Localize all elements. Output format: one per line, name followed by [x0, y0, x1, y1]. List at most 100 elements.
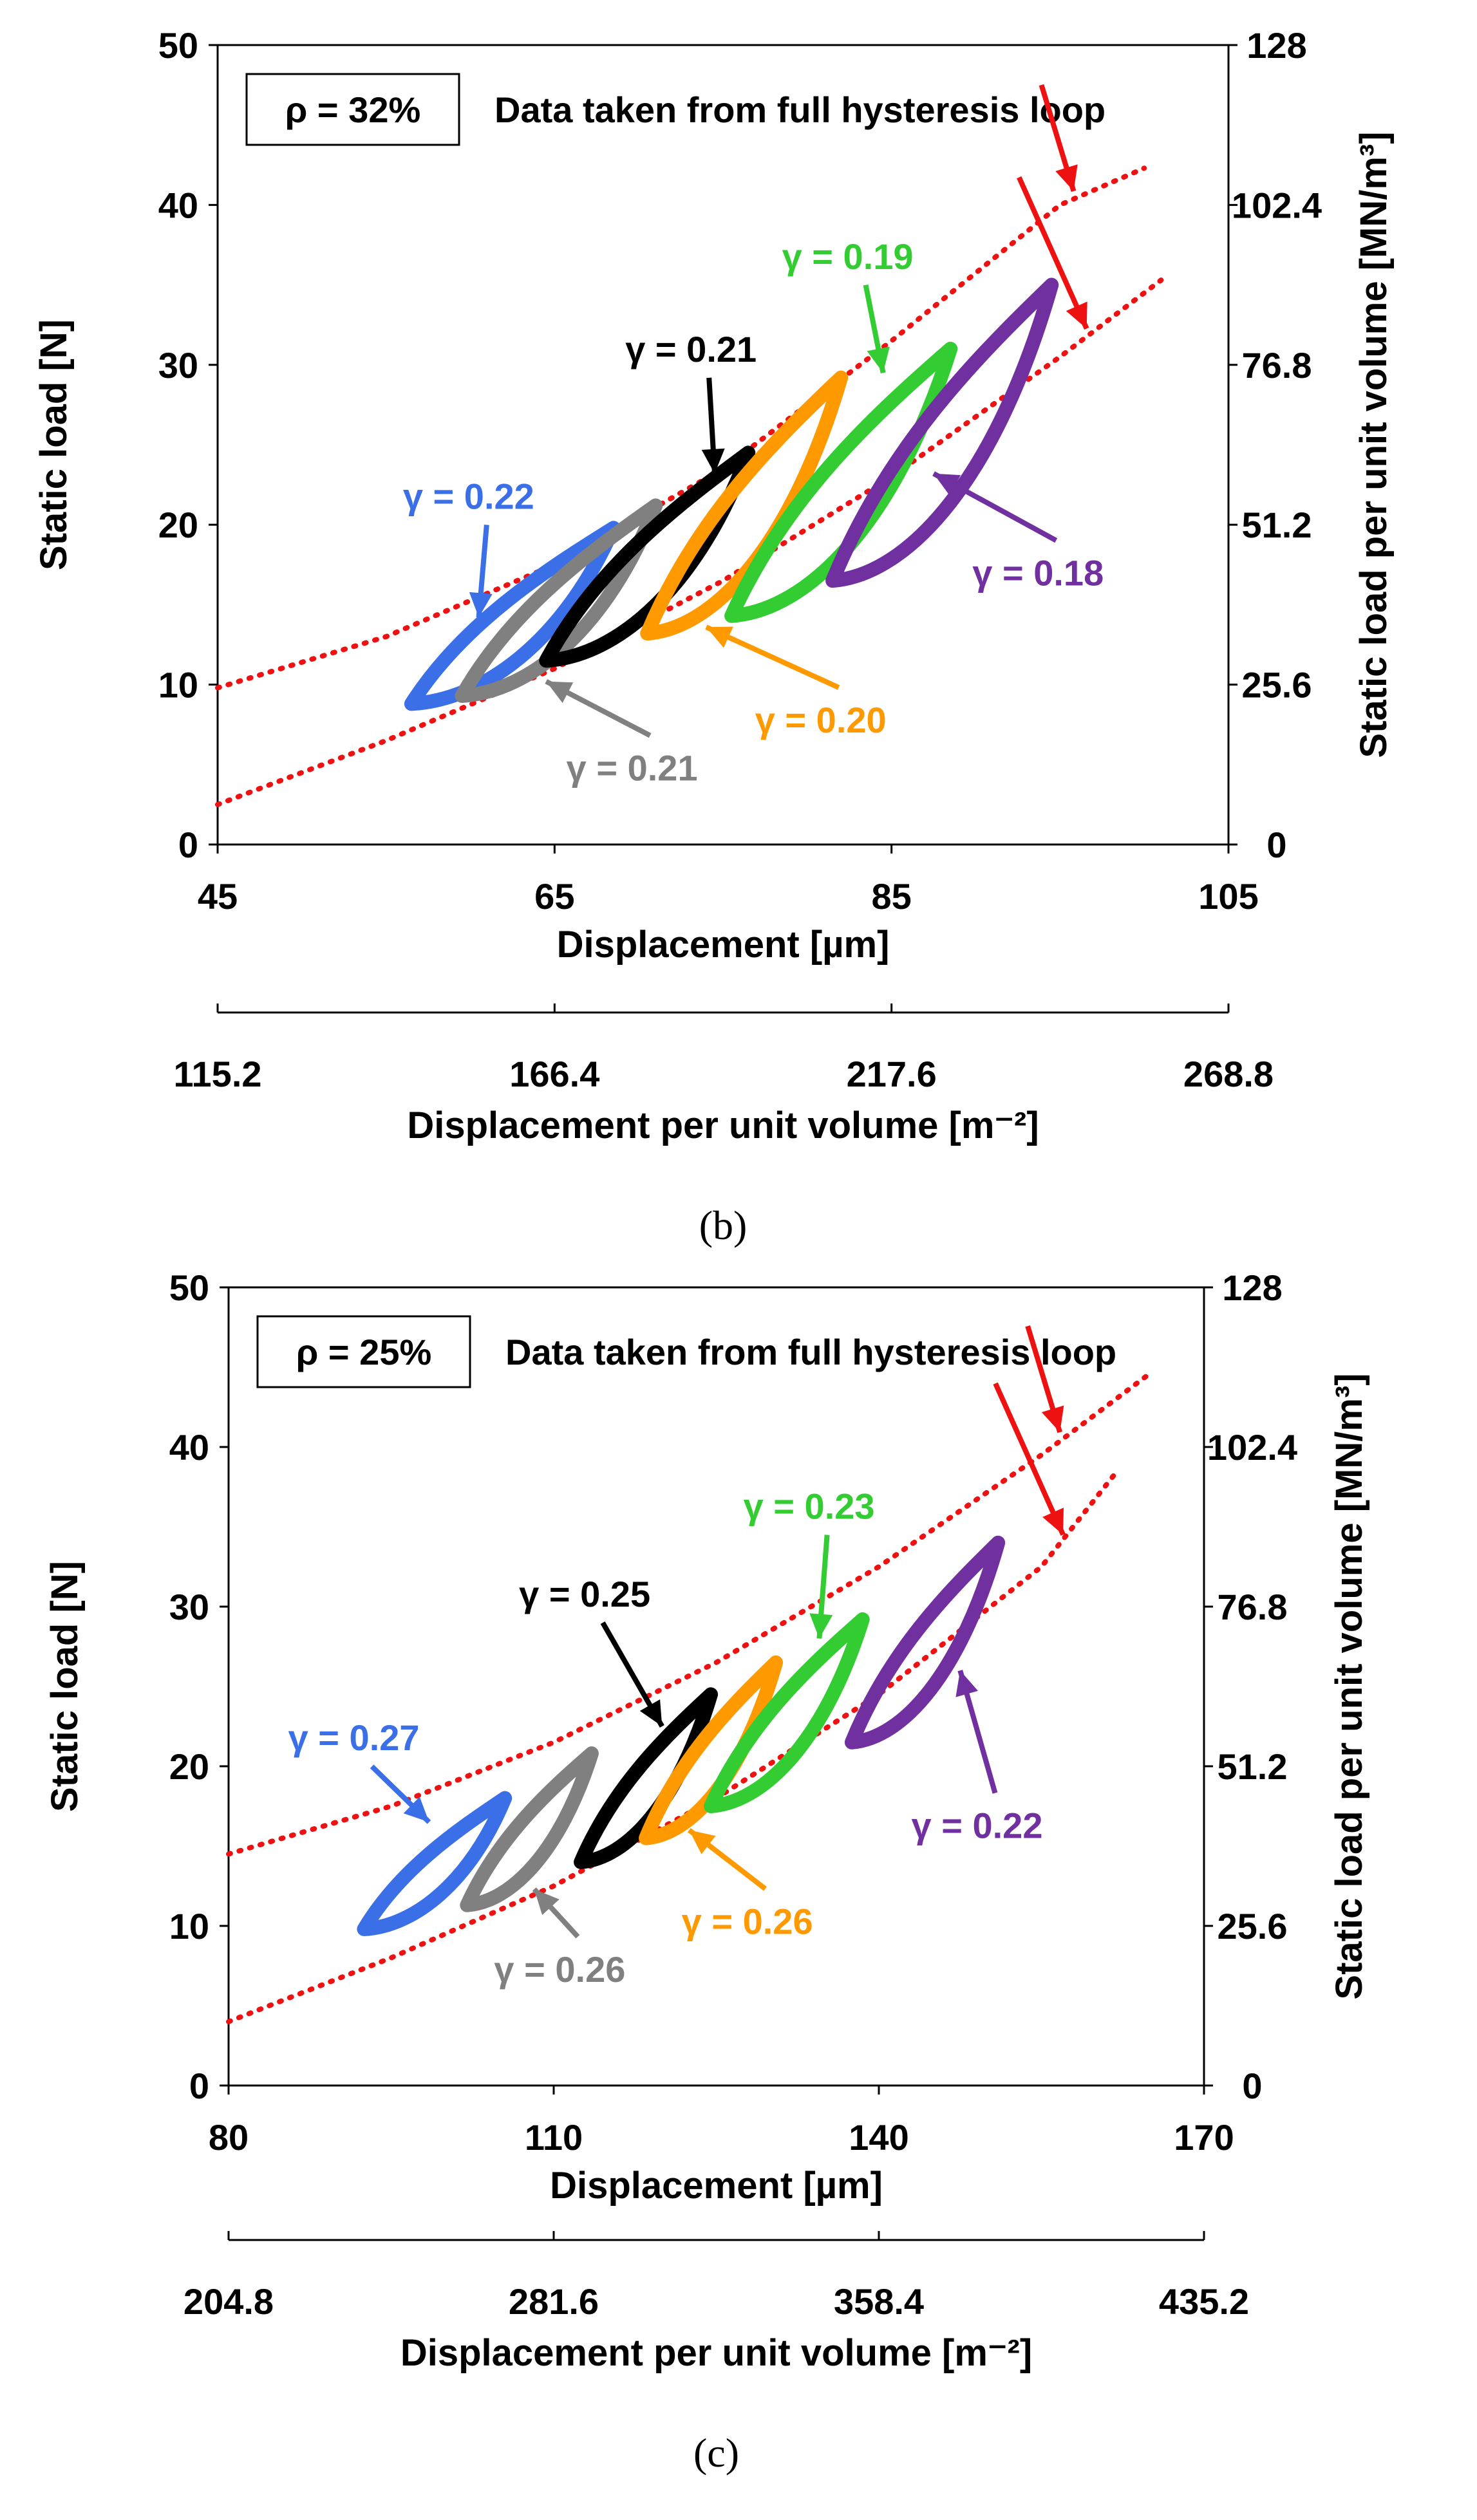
loop-label-2: γ = 0.26	[494, 1949, 625, 1990]
y-axis-label: Static load [N]	[44, 1561, 86, 1812]
loop-label-6: γ = 0.22	[912, 1806, 1043, 1846]
bound-arrow-lower	[993, 1382, 1066, 1536]
loop-arrow-6-head	[955, 1670, 978, 1697]
hysteresis-loop-4	[640, 370, 849, 641]
x-axis-label: Displacement [µm]	[550, 2165, 883, 2207]
porosity-label: ρ = 25%	[296, 1332, 432, 1372]
y2-tick-label: 0	[1266, 825, 1286, 865]
x-tick-label: 65	[534, 876, 574, 917]
loop-arrow-1-head	[403, 1797, 429, 1822]
loop-label-4: γ = 0.20	[755, 700, 887, 740]
loop-label-3: γ = 0.25	[519, 1574, 650, 1614]
x2-axis-label: Displacement per unit volume [m⁻²]	[407, 1105, 1039, 1146]
x-tick-label: 140	[849, 2117, 908, 2158]
y2-tick-label: 0	[1242, 2066, 1262, 2106]
loop-arrow-3-head	[701, 448, 725, 474]
panel-caption: (c)	[693, 2430, 739, 2476]
y-tick-label: 20	[169, 1746, 209, 1787]
hysteresis-loop-3	[574, 1687, 719, 1869]
y2-tick-label: 102.4	[1232, 185, 1322, 225]
loop-arrow-3-head	[639, 1699, 663, 1726]
y2-tick-label: 128	[1222, 1267, 1282, 1308]
x-tick-label: 110	[525, 2117, 583, 2158]
x2-axis-label: Displacement per unit volume [m⁻²]	[400, 2332, 1032, 2374]
loop-arrow-2-head	[534, 1889, 560, 1916]
bound-curve-2	[215, 277, 1164, 807]
chart-panel-1: 0 10 20 30 40 50 0 25.6 51.2 76.8 102.4 128 45 65 85 10…	[33, 25, 1395, 1248]
y2-tick-label: 25.6	[1218, 1906, 1288, 1946]
y2-tick-label: 51.2	[1218, 1746, 1288, 1787]
x2-tick-label: 115.2	[173, 1054, 261, 1094]
y-tick-label: 50	[158, 25, 198, 66]
x2-tick-label: 358.4	[834, 2281, 924, 2322]
x-axis-label: Displacement [µm]	[557, 924, 890, 966]
plot-frame	[227, 1286, 1205, 2087]
loop-label-5: γ = 0.23	[744, 1486, 875, 1527]
y-axis-label: Static load [N]	[33, 319, 75, 570]
y2-tick-label: 128	[1247, 25, 1306, 66]
loop-arrow-4-head	[706, 626, 733, 648]
x2-tick-label: 217.6	[847, 1054, 937, 1094]
loop-arrow-4-head	[689, 1830, 716, 1854]
y-tick-label: 40	[158, 185, 198, 225]
x-tick-label: 45	[198, 876, 238, 917]
loop-arrow-5-head	[867, 346, 890, 373]
hysteresis-loop-5	[704, 1612, 870, 1813]
hysteresis-loop-4	[639, 1655, 784, 1845]
y2-tick-label: 76.8	[1242, 345, 1312, 386]
bound-arrow-upper-head	[1055, 164, 1078, 191]
porosity-box	[256, 1315, 471, 1388]
hysteresis-loop-5	[724, 341, 958, 623]
y-tick-label: 0	[189, 2066, 209, 2106]
x2-tick-label: 204.8	[183, 2281, 274, 2322]
y-tick-label: 30	[169, 1587, 209, 1627]
chart-panel-2: 0 10 20 30 40 50 0 25.6 51.2 76.8 102.4 128 80 110 140…	[44, 1267, 1370, 2476]
y2-axis-label: Static load per unit volume [MN/m³]	[1353, 131, 1395, 758]
y-tick-label: 30	[158, 345, 198, 386]
loop-arrow-5-head	[809, 1613, 833, 1639]
y-tick-label: 40	[169, 1427, 209, 1468]
bound-arrow-lower	[1017, 176, 1089, 330]
porosity-box	[245, 73, 460, 146]
loop-arrow-2-head	[546, 681, 574, 704]
plot-frame	[216, 44, 1230, 846]
x2-tick-label: 435.2	[1159, 2281, 1249, 2322]
loop-label-3: γ = 0.21	[625, 329, 757, 369]
porosity-label: ρ = 32%	[285, 89, 421, 130]
panel-caption: (b)	[699, 1202, 748, 1248]
loop-label-6: γ = 0.18	[972, 553, 1104, 593]
x-tick-label: 80	[209, 2117, 249, 2158]
y-tick-label: 10	[158, 665, 198, 705]
hysteresis-loop-6	[844, 1535, 1006, 1750]
y2-tick-label: 102.4	[1207, 1427, 1297, 1468]
bound-arrow-lower-head	[1066, 301, 1087, 329]
y-tick-label: 0	[178, 825, 198, 865]
loop-label-4: γ = 0.26	[682, 1901, 813, 1941]
x-tick-label: 85	[872, 876, 912, 917]
x-tick-label: 105	[1198, 876, 1258, 917]
hysteresis-loop-2	[460, 1746, 599, 1912]
y2-tick-label: 76.8	[1218, 1587, 1288, 1627]
loop-label-5: γ = 0.19	[782, 236, 914, 277]
hysteresis-loop-2	[455, 498, 663, 703]
loop-label-1: γ = 0.22	[403, 476, 534, 516]
y-tick-label: 20	[158, 505, 198, 545]
bound-arrow-lower-head	[1042, 1507, 1064, 1535]
y2-tick-label: 51.2	[1242, 505, 1312, 545]
loop-arrow-6-head	[934, 473, 961, 496]
note-label: Data taken from full hysteresis loop	[505, 1332, 1116, 1372]
bound-curve-1	[226, 1370, 1152, 1857]
y-tick-label: 50	[169, 1267, 209, 1308]
hysteresis-loop-6	[825, 277, 1059, 588]
x2-tick-label: 166.4	[509, 1054, 599, 1094]
hysteresis-loop-1	[357, 1791, 513, 1936]
x2-tick-label: 268.8	[1183, 1054, 1274, 1094]
y2-tick-label: 25.6	[1242, 665, 1312, 705]
loop-label-2: γ = 0.21	[567, 748, 698, 789]
y-tick-label: 10	[169, 1906, 209, 1946]
note-label: Data taken from full hysteresis loop	[494, 89, 1105, 130]
bound-curve-1	[215, 165, 1147, 691]
bound-arrow-upper-head	[1041, 1405, 1064, 1433]
x2-tick-label: 281.6	[509, 2281, 599, 2322]
